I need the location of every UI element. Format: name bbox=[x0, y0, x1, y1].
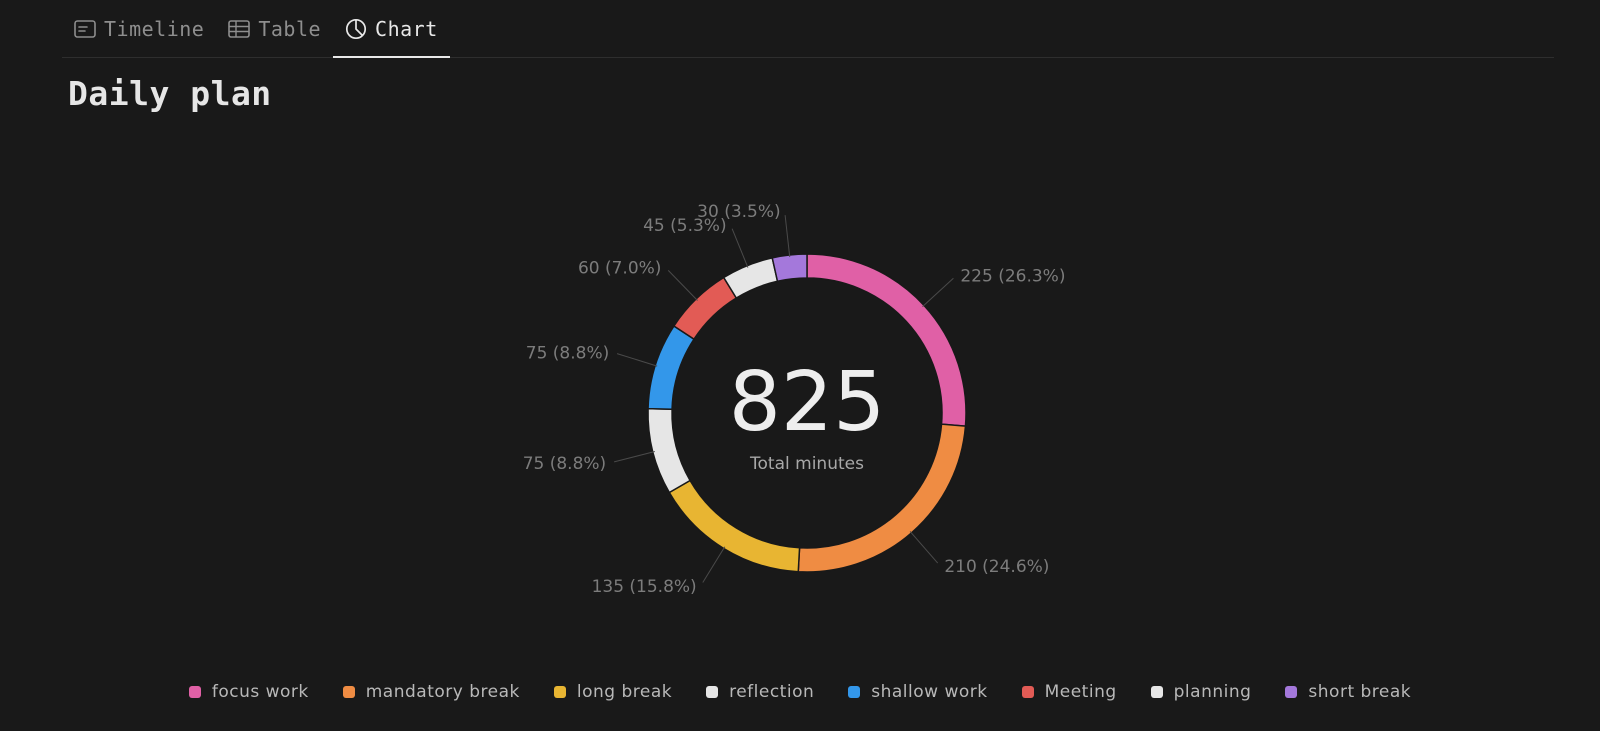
tab-timeline-label: Timeline bbox=[104, 16, 205, 41]
legend-item-shallow-work[interactable]: shallow work bbox=[848, 682, 987, 702]
timeline-icon bbox=[74, 19, 96, 38]
legend-label: shallow work bbox=[871, 682, 988, 702]
legend-label: Meeting bbox=[1044, 682, 1117, 702]
slice-short-break[interactable] bbox=[771, 253, 808, 283]
slice-label-meeting: 60 (7.0%) bbox=[578, 258, 662, 278]
slice-long-break[interactable] bbox=[668, 479, 801, 573]
legend-item-long-break[interactable]: long break bbox=[553, 682, 673, 702]
legend-item-focus-work[interactable]: focus work bbox=[188, 682, 309, 702]
leader-line-mandatory-break bbox=[909, 531, 939, 564]
legend-label: long break bbox=[576, 682, 673, 702]
legend-swatch bbox=[188, 686, 201, 698]
tab-timeline[interactable]: Timeline bbox=[62, 0, 216, 57]
leader-line-meeting bbox=[667, 270, 698, 301]
pie-chart-icon bbox=[345, 18, 367, 40]
tab-table-label: Table bbox=[258, 16, 322, 41]
slice-label-planning: 45 (5.3%) bbox=[643, 216, 727, 236]
legend-swatch bbox=[1150, 686, 1163, 698]
tab-chart[interactable]: Chart bbox=[333, 0, 450, 58]
tab-table[interactable]: Table bbox=[216, 0, 333, 57]
leader-line-short-break bbox=[784, 215, 791, 258]
legend-label: reflection bbox=[729, 682, 815, 702]
slice-shallow-work[interactable] bbox=[647, 324, 696, 411]
leader-line-reflection bbox=[613, 451, 655, 463]
legend-item-meeting[interactable]: Meeting bbox=[1021, 682, 1117, 702]
legend-label: mandatory break bbox=[365, 682, 520, 702]
legend-label: planning bbox=[1173, 682, 1252, 702]
legend-item-short-break[interactable]: short break bbox=[1285, 682, 1411, 702]
legend-label: focus work bbox=[211, 682, 309, 702]
slice-label-short-break: 30 (3.5%) bbox=[697, 202, 781, 222]
leader-line-long-break bbox=[702, 546, 726, 583]
slice-label-shallow-work: 75 (8.8%) bbox=[526, 343, 610, 363]
center-total-value: 825 bbox=[729, 355, 886, 450]
legend-swatch bbox=[1285, 686, 1298, 698]
legend-swatch bbox=[553, 686, 566, 698]
chart-legend: focus work mandatory break long break refle… bbox=[0, 682, 1600, 702]
leader-line-planning bbox=[731, 228, 749, 268]
legend-swatch bbox=[706, 686, 719, 698]
tab-chart-label: Chart bbox=[375, 16, 438, 41]
slice-label-mandatory-break: 210 (24.6%) bbox=[944, 557, 1049, 577]
legend-swatch bbox=[848, 686, 861, 698]
slice-label-reflection: 75 (8.8%) bbox=[523, 454, 607, 474]
legend-label: short break bbox=[1308, 682, 1412, 702]
slice-meeting[interactable] bbox=[672, 276, 738, 341]
legend-item-mandatory-break[interactable]: mandatory break bbox=[342, 682, 520, 702]
legend-swatch bbox=[1021, 686, 1034, 698]
legend-swatch bbox=[342, 686, 355, 698]
legend-item-planning[interactable]: planning bbox=[1150, 682, 1252, 702]
leader-line-focus-work bbox=[922, 277, 954, 308]
legend-item-reflection[interactable]: reflection bbox=[706, 682, 814, 702]
slice-label-long-break: 135 (15.8%) bbox=[592, 577, 697, 597]
view-tabs: Timeline Table Chart bbox=[62, 0, 1554, 58]
page-title: Daily plan bbox=[68, 74, 272, 113]
center-total-caption: Total minutes bbox=[749, 454, 864, 474]
table-icon bbox=[228, 19, 251, 38]
slice-label-focus-work: 225 (26.3%) bbox=[960, 267, 1065, 287]
slice-planning[interactable] bbox=[722, 256, 779, 300]
leader-line-shallow-work bbox=[616, 353, 658, 367]
slice-reflection[interactable] bbox=[647, 407, 692, 494]
